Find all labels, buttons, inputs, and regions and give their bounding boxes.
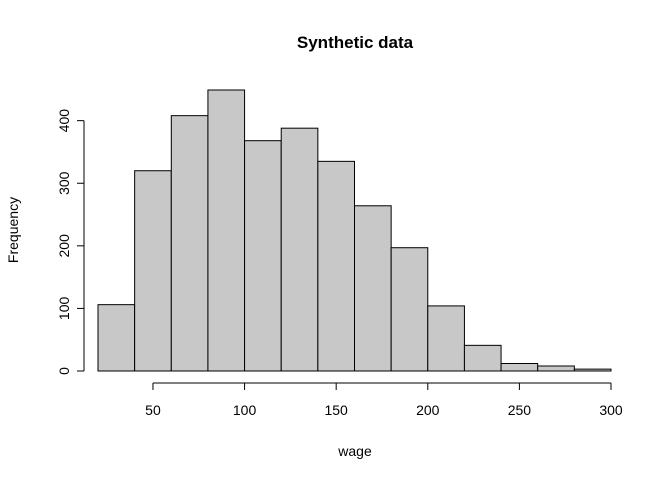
x-tick-label: 250 [508, 402, 532, 418]
histogram-bar [244, 140, 282, 372]
x-tick-label: 50 [145, 402, 161, 418]
y-axis: 0 100 200 300 400 [56, 109, 85, 375]
histogram-bar [280, 127, 319, 372]
histogram-bar [500, 362, 539, 372]
histogram-bar [97, 304, 136, 372]
chart-title: Synthetic data [297, 33, 414, 52]
histogram-bar [427, 305, 465, 372]
x-tick-label: 100 [233, 402, 257, 418]
histogram-bar [390, 247, 429, 372]
y-tick-label: 0 [56, 367, 72, 375]
y-tick-label: 100 [56, 297, 72, 321]
histogram-bar [463, 344, 502, 372]
histogram-bar [317, 160, 356, 372]
histogram-bar [354, 205, 392, 372]
histogram-bar [207, 89, 246, 372]
histogram-bar [573, 368, 612, 372]
y-tick-label: 200 [56, 234, 72, 258]
x-axis-label: wage [337, 443, 372, 459]
histogram-bar [537, 365, 575, 372]
bars-group [97, 89, 612, 372]
histogram-bar [134, 170, 172, 372]
histogram-bar [170, 115, 209, 372]
x-tick-label: 300 [599, 402, 623, 418]
x-tick-label: 200 [416, 402, 440, 418]
y-axis-label: Frequency [5, 197, 21, 263]
y-tick-label: 400 [56, 109, 72, 133]
x-tick-label: 150 [324, 402, 348, 418]
y-tick-label: 300 [56, 171, 72, 195]
x-axis: 50 100 150 200 250 300 [145, 382, 623, 418]
